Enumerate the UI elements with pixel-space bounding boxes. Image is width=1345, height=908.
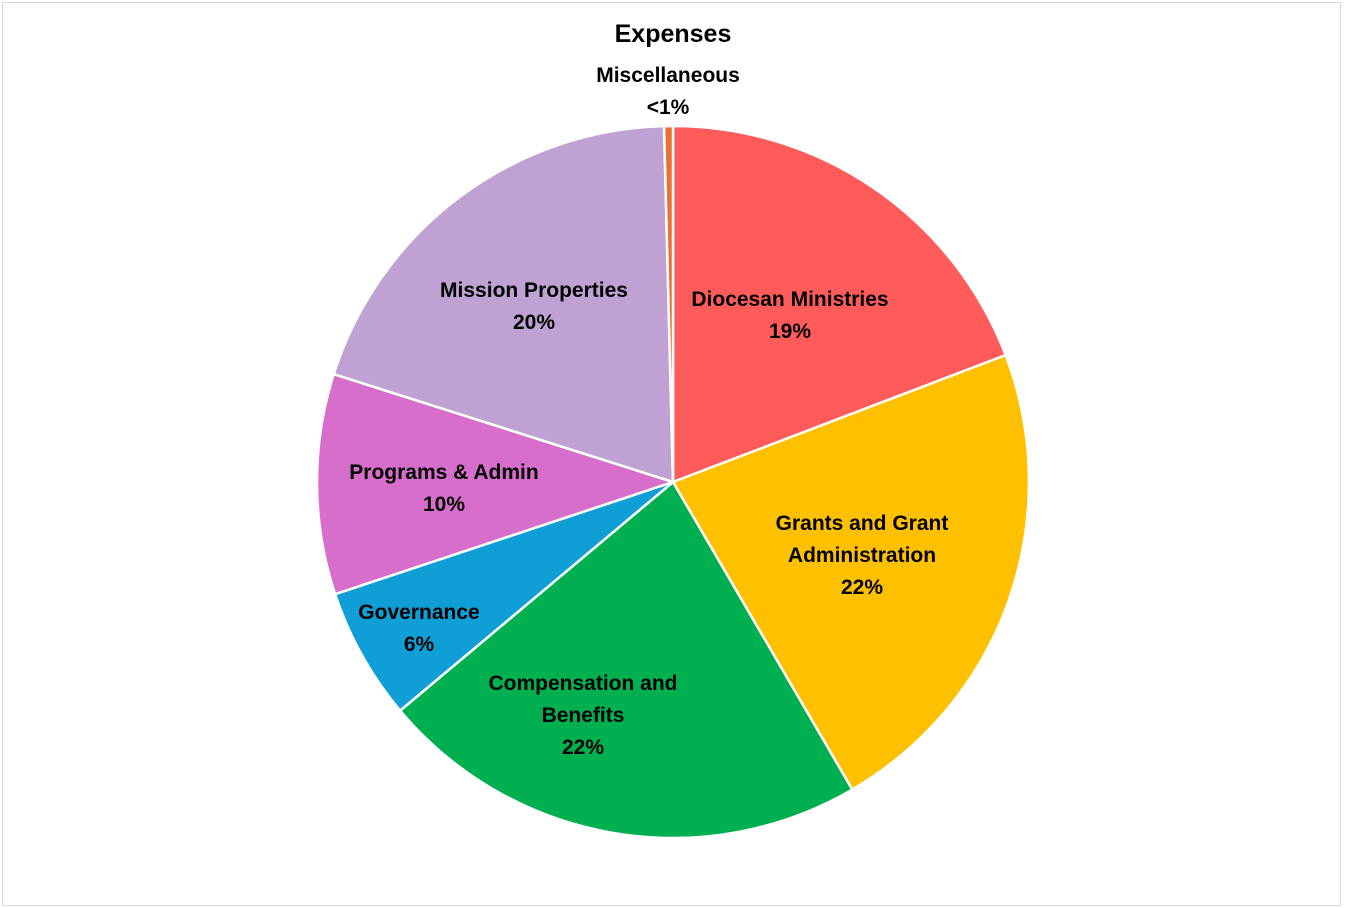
pie-slice-miscellaneous <box>662 124 675 484</box>
chart-title: Expenses <box>615 20 732 48</box>
slice-percent: 10% <box>423 493 465 516</box>
slice-name: Compensation and <box>488 672 677 695</box>
slice-name: Miscellaneous <box>596 64 740 87</box>
slice-labels: Diocesan Ministries 19% Grants and Grant Ad… <box>349 64 948 759</box>
slice-name: Administration <box>788 544 936 567</box>
pie-slice-programs-admin <box>315 372 675 596</box>
slice-label-diocesan-ministries: Diocesan Ministries 19% <box>691 288 888 343</box>
pie-slice-mission-properties <box>332 124 675 484</box>
slice-percent: 22% <box>562 736 604 759</box>
slice-label-mission-properties: Mission Properties 20% <box>440 279 628 334</box>
slice-name: Programs & Admin <box>349 461 538 484</box>
slice-percent: 6% <box>404 633 435 656</box>
slice-name: Grants and Grant <box>776 512 949 535</box>
slice-percent: 22% <box>841 576 883 599</box>
pie-slices <box>315 124 1031 840</box>
slice-name: Diocesan Ministries <box>691 288 888 311</box>
pie-slice-governance <box>333 480 675 712</box>
slice-percent: <1% <box>647 96 690 119</box>
slice-percent: 19% <box>769 320 811 343</box>
slice-label-governance: Governance 6% <box>358 601 479 656</box>
slice-name: Benefits <box>542 704 625 727</box>
slice-name: Mission Properties <box>440 279 628 302</box>
slice-label-grants-and-grant-administration: Grants and Grant Administration 22% <box>776 512 949 599</box>
slice-percent: 20% <box>513 311 555 334</box>
slice-name: Governance <box>358 601 479 624</box>
slice-label-miscellaneous: Miscellaneous <1% <box>596 64 740 119</box>
pie-slice-diocesan-ministries <box>671 124 1007 484</box>
pie-slice-grants-and-grant-administration <box>671 353 1031 791</box>
slice-label-programs-admin: Programs & Admin 10% <box>349 461 538 516</box>
pie-slice-compensation-and-benefits <box>398 480 854 840</box>
slice-label-compensation-and-benefits: Compensation and Benefits 22% <box>488 672 677 759</box>
